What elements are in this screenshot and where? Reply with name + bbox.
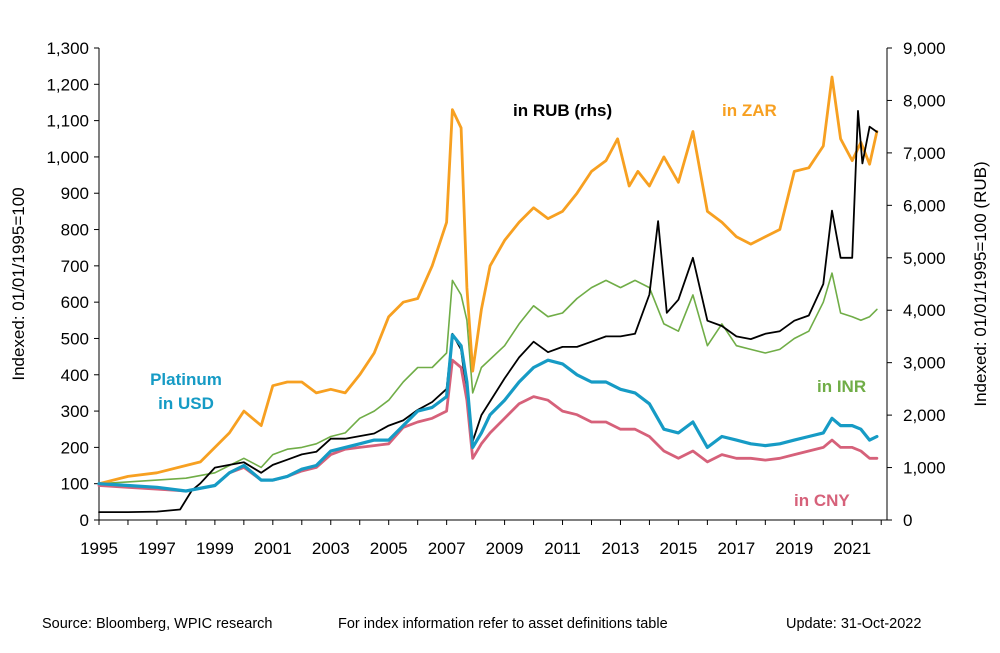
annotation-in-inr: in INR xyxy=(817,377,866,396)
annotation-in-zar: in ZAR xyxy=(722,101,777,120)
y-left-tick-label: 700 xyxy=(61,257,89,276)
y-left-tick-label: 100 xyxy=(61,475,89,494)
y-right-tick-label: 1,000 xyxy=(903,459,946,478)
chart-axes: 0 100 200 300 400 500 600 700 800 900 1,000 1,100 1,… xyxy=(9,39,990,558)
x-tick-label: 2021 xyxy=(833,539,871,558)
x-tick-label: 2003 xyxy=(312,539,350,558)
series-line-platinum-in-usd xyxy=(97,333,879,493)
x-tick-label: 1999 xyxy=(196,539,234,558)
y-left-tick-label: 300 xyxy=(61,402,89,421)
x-tick-label: 2011 xyxy=(544,539,581,558)
update-date: Update: 31-Oct-2022 xyxy=(786,616,922,632)
series-line-in-inr xyxy=(98,272,878,485)
annotation-in-usd: in USD xyxy=(158,394,214,413)
y-left-tick-label: 400 xyxy=(61,366,89,385)
y-left-tick-label: 1,000 xyxy=(46,148,89,167)
source-note: Source: Bloomberg, WPIC research xyxy=(42,616,273,632)
y-right-tick-label: 6,000 xyxy=(903,196,946,215)
y-right-tick-label: 4,000 xyxy=(903,301,946,320)
chart: 0 100 200 300 400 500 600 700 800 900 1,000 1,100 1,… xyxy=(9,39,990,558)
annotation-in-rub-rhs: in RUB (rhs) xyxy=(513,101,612,120)
x-tick-label: 2015 xyxy=(659,539,697,558)
y-right-tick-label: 8,000 xyxy=(903,91,946,110)
x-tick-label: 2019 xyxy=(775,539,813,558)
y-left-tick-label: 900 xyxy=(61,184,89,203)
annotation-platinum: Platinum xyxy=(150,370,222,389)
x-tick-label: 2005 xyxy=(370,539,408,558)
y-left-tick-label: 1,200 xyxy=(46,75,89,94)
y-axis-right-title: Indexed: 01/01/1995=100 (RUB) xyxy=(971,161,990,406)
x-tick-label: 2009 xyxy=(486,539,524,558)
y-right-tick-label: 5,000 xyxy=(903,249,946,268)
y-left-tick-label: 800 xyxy=(61,221,89,240)
x-tick-label: 2007 xyxy=(428,539,466,558)
y-left-tick-label: 1,100 xyxy=(46,112,89,131)
y-axis-left-title: Indexed: 01/01/1995=100 xyxy=(9,187,28,380)
y-right-tick-label: 7,000 xyxy=(903,144,946,163)
y-left-tick-label: 500 xyxy=(61,329,89,348)
annotation-in-cny: in CNY xyxy=(794,491,850,510)
chart-series xyxy=(97,75,879,513)
x-tick-label: 2013 xyxy=(602,539,640,558)
series-line-in-rub-rhs xyxy=(98,110,878,513)
index-info-note: For index information refer to asset def… xyxy=(338,616,668,632)
y-right-tick-label: 2,000 xyxy=(903,406,946,425)
y-right-tick-label: 3,000 xyxy=(903,354,946,373)
y-right-tick-label: 9,000 xyxy=(903,39,946,58)
x-tick-label: 1995 xyxy=(80,539,118,558)
x-tick-label: 2017 xyxy=(717,539,755,558)
y-left-tick-label: 0 xyxy=(80,511,89,530)
chart-annotations: in RUB (rhs) in ZAR Platinum in USD in INR in… xyxy=(150,101,866,510)
x-tick-label: 2001 xyxy=(254,539,292,558)
y-left-tick-label: 600 xyxy=(61,293,89,312)
y-left-tick-label: 200 xyxy=(61,438,89,457)
y-left-tick-label: 1,300 xyxy=(46,39,89,58)
series-line-in-zar xyxy=(97,75,879,486)
y-right-tick-label: 0 xyxy=(903,511,912,530)
x-tick-label: 1997 xyxy=(138,539,176,558)
